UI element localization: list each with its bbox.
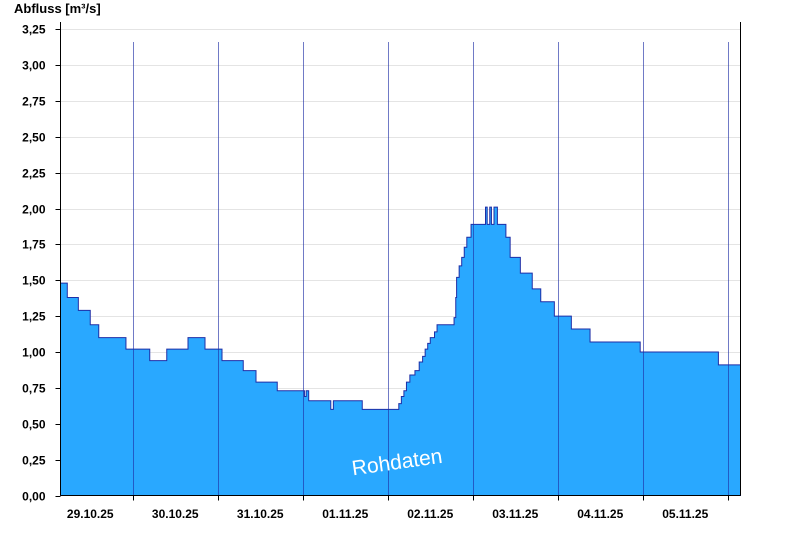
x-tick-label: 04.11.25 <box>577 507 623 521</box>
y-tick-label: 2,50 <box>22 131 46 145</box>
x-tick-label: 02.11.25 <box>407 507 453 521</box>
y-tick-label: 0,50 <box>22 418 46 432</box>
y-tick-label: 1,50 <box>22 274 46 288</box>
x-tick-label: 30.10.25 <box>152 507 199 521</box>
y-axis-title: Abfluss [m³/s] <box>14 1 101 16</box>
y-tick-label: 2,25 <box>22 167 46 181</box>
x-tick-label: 01.11.25 <box>322 507 368 521</box>
y-tick-label: 0,25 <box>22 454 46 468</box>
y-tick-label: 1,25 <box>22 310 46 324</box>
y-tick-label: 3,25 <box>22 23 46 37</box>
x-tick-label: 03.11.25 <box>492 507 538 521</box>
y-tick-label: 2,00 <box>22 203 46 217</box>
y-tick-label: 2,75 <box>22 95 46 109</box>
area-fill <box>60 206 741 496</box>
x-tick-label: 29.10.25 <box>67 507 114 521</box>
y-tick-label: 1,00 <box>22 346 46 360</box>
y-tick-label: 0,00 <box>22 490 46 504</box>
y-tick-label: 3,00 <box>22 59 46 73</box>
x-tick-label: 05.11.25 <box>662 507 708 521</box>
x-tick-label: 31.10.25 <box>237 507 284 521</box>
day-dividers <box>133 42 729 496</box>
y-ticks: 0,00 0,25 0,50 0,75 1,00 1,25 1,50 1,75 2,00 2,25… <box>22 23 61 504</box>
y-tick-label: 0,75 <box>22 382 46 396</box>
area-series <box>60 206 741 496</box>
x-ticks: 29.10.25 30.10.25 31.10.25 01.11.25 02.11.25… <box>67 495 729 521</box>
y-tick-label: 1,75 <box>22 238 46 252</box>
axes <box>60 22 741 496</box>
